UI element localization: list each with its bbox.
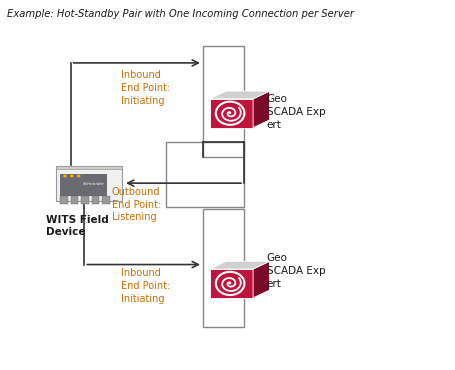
Bar [202,46,243,157]
Bar [92,195,99,204]
Bar [166,142,243,207]
Text: Inbound
End Point:
Initiating: Inbound End Point: Initiating [121,268,170,304]
Text: Example: Hot-Standby Pair with One Incoming Connection per Server: Example: Hot-Standby Pair with One Incom… [7,9,353,19]
Polygon shape [209,261,269,269]
Bar [81,195,88,204]
Bar [202,209,243,327]
Polygon shape [253,261,269,298]
Bar [60,195,68,204]
Bar [102,195,109,204]
Bar [59,175,107,196]
Polygon shape [209,269,253,298]
Text: Geo
SCADA Exp
ert: Geo SCADA Exp ert [266,94,325,130]
Bar [71,195,78,204]
Text: Outbound
End Point:
Listening: Outbound End Point: Listening [111,187,161,222]
Polygon shape [209,91,269,99]
Text: Inbound
End Point:
Initiating: Inbound End Point: Initiating [121,70,170,106]
Text: WITS Field
Device: WITS Field Device [46,215,108,238]
Text: Schneider: Schneider [82,182,104,186]
Circle shape [63,175,67,177]
Polygon shape [209,99,253,128]
Circle shape [76,175,81,177]
Polygon shape [253,91,269,128]
Circle shape [70,175,74,177]
Bar [56,165,122,169]
Bar [56,165,122,201]
Text: Geo
SCADA Exp
ert: Geo SCADA Exp ert [266,253,325,289]
